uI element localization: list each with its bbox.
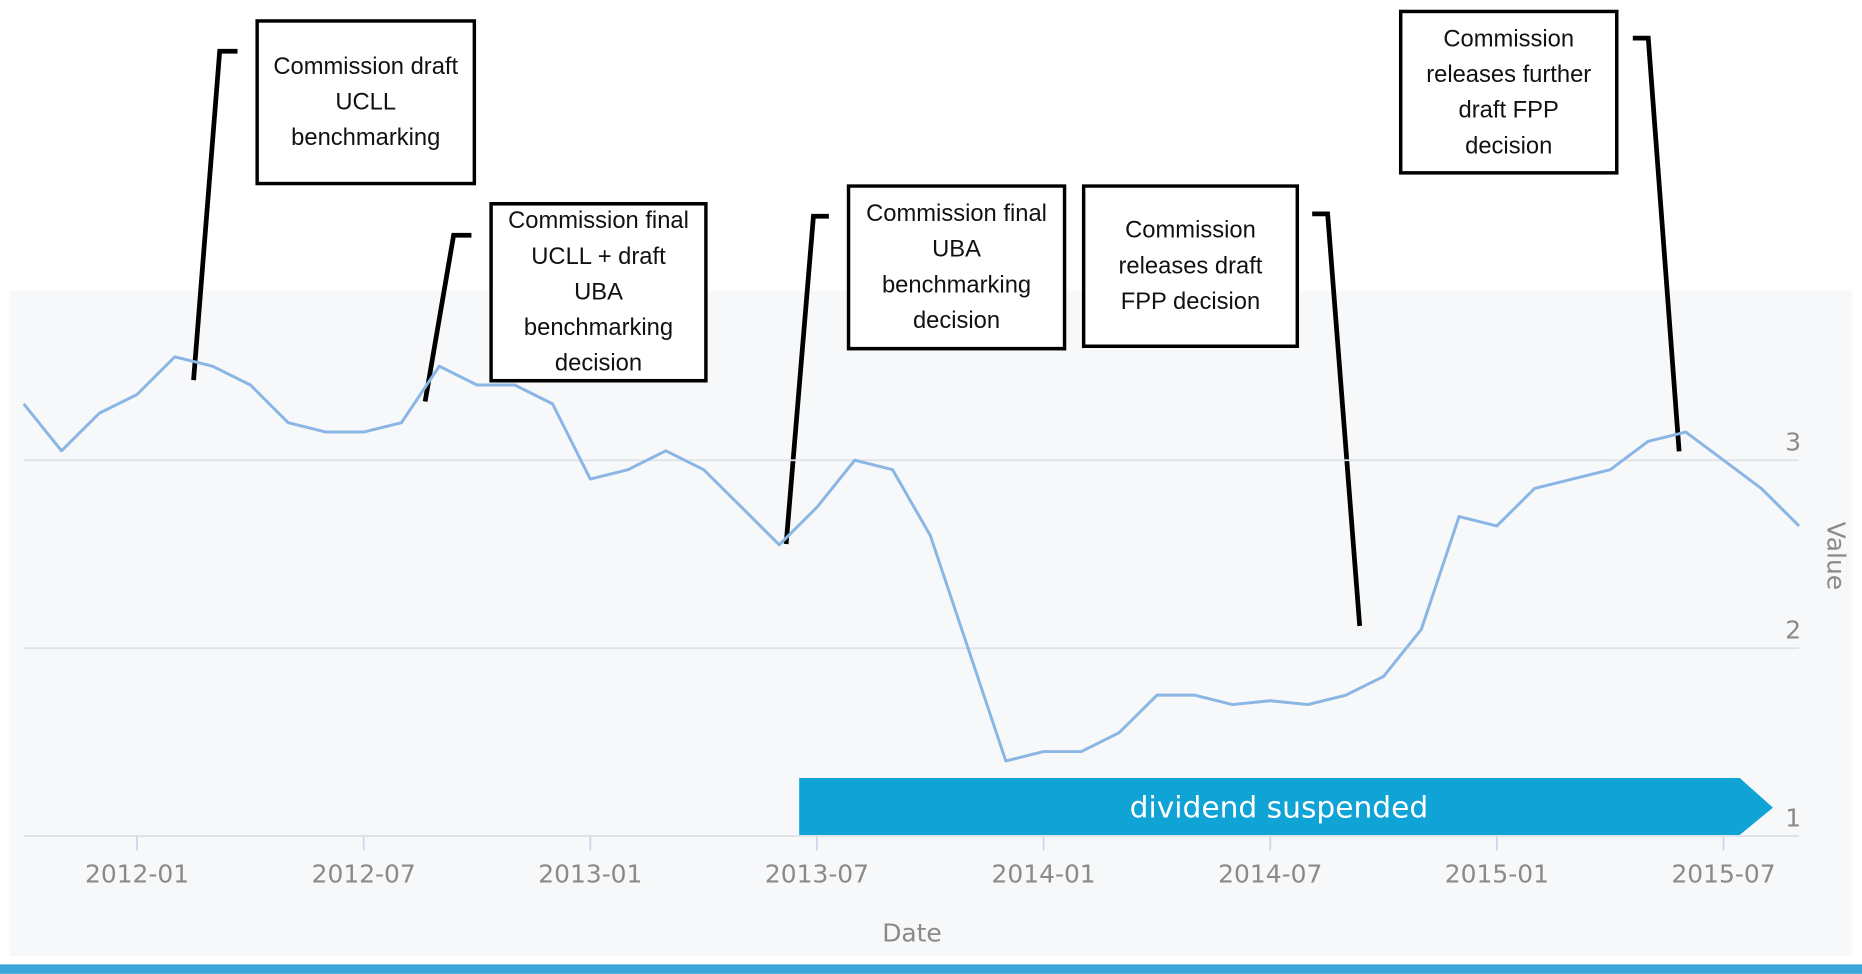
- y-tick-label: 3: [1785, 428, 1801, 457]
- annotation-text: Commission final UCLL + draft UBA benchm…: [489, 202, 708, 383]
- x-tick-label: 2013-01: [538, 859, 642, 888]
- annotation: Commission final UCLL + draft UBA benchm…: [489, 202, 708, 383]
- annotation: Commission draft UCLL benchmarking: [255, 19, 477, 186]
- x-tick-label: 2012-01: [85, 859, 189, 888]
- plot-background: [9, 291, 1853, 957]
- annotation-leader: [1312, 211, 1363, 627]
- annotation-leader: [422, 232, 472, 402]
- y-axis-label: Value: [1822, 522, 1851, 590]
- x-tick-label: 2015-07: [1671, 859, 1775, 888]
- annotation-text: Commission final UBA benchmarking decisi…: [846, 184, 1067, 351]
- annotation: Commission releases draft FPP decision: [1081, 184, 1300, 349]
- x-tick-label: 2012-07: [312, 859, 416, 888]
- x-tick-label: 2015-01: [1445, 859, 1549, 888]
- annotation-leader: [1632, 35, 1682, 452]
- annotation-leader: [191, 48, 238, 381]
- dividend-band: [799, 777, 1773, 835]
- bottom-stripe: [0, 964, 1862, 974]
- y-tick-label: 1: [1785, 804, 1801, 833]
- y-tick-label: 2: [1785, 616, 1801, 645]
- annotation: Commission final UBA benchmarking decisi…: [846, 184, 1067, 351]
- dividend-band-label: dividend suspended: [1130, 789, 1429, 824]
- annotation-text: Commission releases draft FPP decision: [1081, 184, 1300, 349]
- x-tick-label: 2014-07: [1218, 859, 1322, 888]
- annotation-leader: [783, 213, 829, 545]
- annotation-text: Commission releases further draft FPP de…: [1398, 9, 1619, 175]
- annotation: Commission releases further draft FPP de…: [1398, 9, 1619, 175]
- x-tick-label: 2014-01: [992, 859, 1096, 888]
- x-tick-label: 2013-07: [765, 859, 869, 888]
- x-axis-label: Date: [882, 919, 942, 948]
- annotation-text: Commission draft UCLL benchmarking: [255, 19, 477, 186]
- data-line: [22, 355, 1801, 763]
